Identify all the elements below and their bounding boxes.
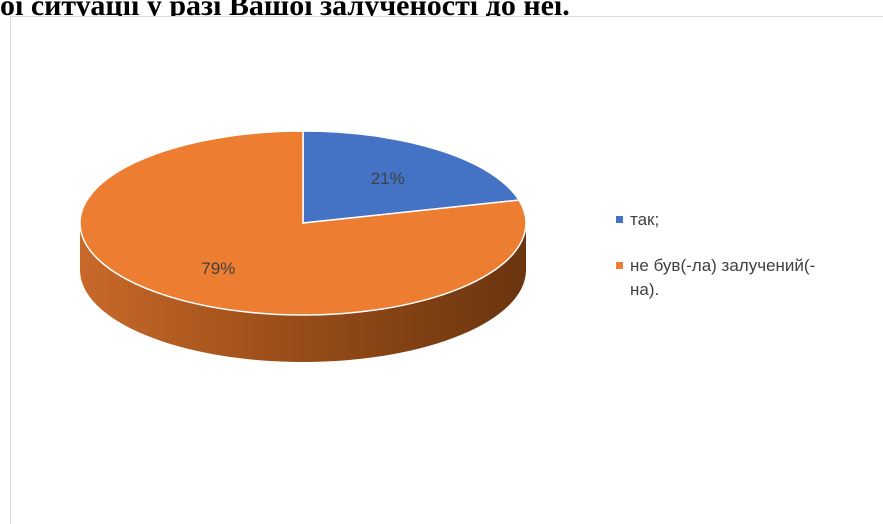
legend-item-ne-buv: не був(-ла) залучений(- на). xyxy=(616,254,876,302)
pie-data-labels: 21% 79% xyxy=(201,169,405,278)
legend-item-tak: так; xyxy=(616,208,876,232)
legend-label-tak: так; xyxy=(630,210,660,229)
legend-swatch-tak xyxy=(616,216,623,223)
pie-top-slices xyxy=(79,130,527,316)
pie-side-wall xyxy=(80,223,526,362)
pie-data-label-0: 21% xyxy=(371,169,405,188)
pie-data-label-1: 79% xyxy=(201,259,235,278)
pie-slice-0 xyxy=(302,130,521,224)
pie-side-walls xyxy=(80,223,526,362)
pie-slice-1 xyxy=(79,130,527,316)
legend-swatch-ne-buv xyxy=(616,262,623,269)
legend: так; не був(-ла) залучений(- на). xyxy=(616,208,876,324)
legend-label-ne-buv: не був(-ла) залучений(- на). xyxy=(630,256,816,299)
